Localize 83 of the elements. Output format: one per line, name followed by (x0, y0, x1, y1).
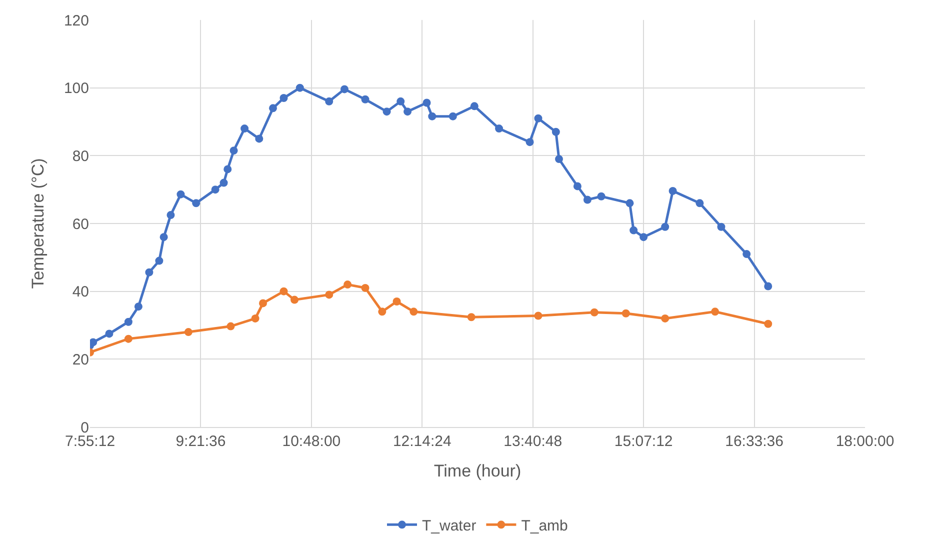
point (211, 186, 220, 194)
point (160, 233, 168, 242)
x-tick-label: 12:14:24 (392, 433, 452, 450)
x-tick-label: 18:00:00 (836, 433, 894, 450)
point (764, 282, 772, 290)
point (640, 233, 648, 242)
x-tick-label: 16:33:36 (725, 433, 784, 450)
point (392, 298, 401, 306)
point (251, 314, 260, 322)
point (90, 338, 98, 346)
point (696, 199, 704, 208)
point (325, 290, 334, 299)
point (661, 222, 670, 231)
point (410, 308, 418, 316)
point (555, 155, 563, 164)
point (290, 296, 299, 304)
point (176, 190, 185, 198)
point (467, 313, 476, 322)
legend-label: T_amb (521, 518, 568, 534)
point (258, 299, 267, 308)
point (361, 284, 370, 292)
point (448, 112, 457, 120)
point (573, 182, 582, 190)
point (526, 138, 534, 146)
point (404, 108, 412, 116)
point (622, 309, 630, 318)
point (382, 108, 391, 116)
point (340, 85, 348, 94)
point (470, 102, 478, 110)
point (711, 308, 720, 316)
point (590, 308, 598, 316)
point (534, 312, 542, 320)
legend-label: T_water (422, 518, 476, 534)
point (124, 318, 132, 326)
point (344, 280, 352, 289)
y-tick-label: 80 (72, 148, 89, 165)
y-tick-label: 20 (72, 351, 89, 368)
point (626, 199, 634, 208)
x-tick-label: 13:40:48 (504, 433, 562, 450)
point (166, 211, 175, 220)
point (145, 268, 154, 276)
point (134, 302, 142, 311)
x-axis-title: Time (hour) (434, 461, 522, 480)
point (668, 186, 677, 195)
point (597, 192, 606, 200)
point (268, 104, 277, 112)
y-axis-title: Temperature (°C) (28, 158, 48, 289)
point (396, 97, 405, 106)
point (764, 320, 772, 328)
point (240, 124, 249, 133)
point (428, 112, 436, 120)
point (583, 196, 592, 204)
point (105, 330, 114, 338)
point (192, 199, 200, 208)
point (742, 250, 751, 258)
point (230, 146, 238, 155)
point (552, 128, 560, 136)
point (325, 97, 334, 106)
point (224, 165, 232, 174)
point (717, 222, 726, 231)
point (184, 328, 192, 336)
x-tick-label: 15:07:12 (614, 433, 673, 450)
point (296, 84, 304, 92)
point (155, 256, 164, 265)
point (661, 314, 670, 322)
point (280, 287, 288, 296)
point (534, 114, 542, 122)
point (495, 124, 504, 133)
x-tick-label: 10:48:00 (282, 433, 341, 450)
point (255, 134, 264, 143)
point (361, 95, 370, 104)
point (226, 322, 235, 330)
y-tick-label: 60 (72, 216, 89, 233)
y-tick-label: 100 (64, 80, 89, 98)
point (124, 334, 132, 343)
point (378, 308, 386, 316)
point (280, 94, 288, 102)
point (422, 98, 431, 107)
point (630, 226, 638, 234)
y-tick-label: 40 (72, 284, 89, 301)
x-tick-label: 9:21:36 (176, 433, 226, 450)
point (220, 178, 228, 187)
y-tick-label: 120 (64, 12, 89, 30)
